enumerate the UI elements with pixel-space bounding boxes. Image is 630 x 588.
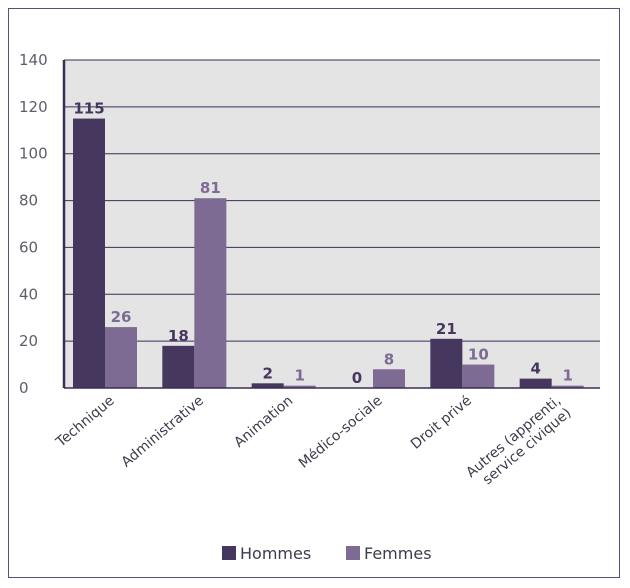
y-tick-label: 40 bbox=[19, 285, 38, 303]
x-tick-label-medico-sociale: Médico-sociale bbox=[296, 393, 386, 472]
x-tick-label-line: Technique bbox=[53, 393, 118, 451]
value-label-hommes-droit-prive: 21 bbox=[436, 320, 457, 338]
y-axis-ticks: 0 20 40 60 80 100 120 140 bbox=[19, 51, 48, 397]
bar-hommes-droit-prive bbox=[430, 338, 463, 388]
bar-femmes-droit-prive bbox=[462, 364, 495, 388]
y-tick-label: 60 bbox=[19, 238, 38, 256]
bar-femmes-technique bbox=[105, 327, 137, 388]
y-tick-label: 0 bbox=[19, 379, 29, 397]
category-labels: Technique Administrative Animation Médico-s… bbox=[53, 393, 575, 494]
y-tick-label: 20 bbox=[19, 332, 38, 350]
bar-femmes-medico-sociale bbox=[373, 369, 405, 388]
value-label-femmes-animation: 1 bbox=[294, 367, 304, 385]
x-tick-label-technique: Technique bbox=[53, 393, 118, 451]
value-label-femmes-droit-prive: 10 bbox=[468, 346, 489, 364]
bars bbox=[73, 118, 584, 389]
value-label-hommes-autres-apprenti-service-civique: 4 bbox=[530, 360, 540, 378]
bar-femmes-autres-apprenti-service-civique bbox=[551, 385, 584, 388]
bar-femmes-animation bbox=[283, 385, 316, 388]
gridlines bbox=[64, 59, 600, 342]
value-label-femmes-autres-apprenti-service-civique: 1 bbox=[562, 367, 572, 385]
legend-label-femmes: Femmes bbox=[364, 544, 432, 563]
bar-hommes-autres-apprenti-service-civique bbox=[519, 378, 552, 388]
y-tick-label: 140 bbox=[19, 51, 48, 69]
legend: Hommes Femmes bbox=[222, 544, 432, 563]
bar-hommes-technique bbox=[73, 118, 105, 389]
x-tick-label-animation: Animation bbox=[231, 393, 296, 451]
legend-swatch-hommes bbox=[222, 546, 236, 560]
value-label-hommes-administrative: 18 bbox=[168, 327, 189, 345]
x-tick-label-administrative: Administrative bbox=[119, 393, 207, 471]
bar-femmes-administrative bbox=[194, 198, 227, 388]
value-label-hommes-medico-sociale: 0 bbox=[352, 369, 362, 387]
x-tick-label-autres-apprenti-service-civique: Autres (apprenti,service civique) bbox=[463, 393, 574, 494]
value-label-hommes-animation: 2 bbox=[262, 364, 272, 382]
value-label-femmes-technique: 26 bbox=[111, 308, 132, 326]
y-tick-label: 120 bbox=[19, 98, 48, 116]
y-tick-label: 100 bbox=[19, 145, 48, 163]
legend-swatch-femmes bbox=[346, 546, 360, 560]
bar-hommes-administrative bbox=[162, 345, 195, 388]
value-label-hommes-technique: 115 bbox=[73, 100, 104, 118]
x-tick-label-line: Administrative bbox=[119, 393, 207, 471]
x-tick-label-line: Droit privé bbox=[408, 393, 475, 453]
x-tick-label-droit-prive: Droit privé bbox=[408, 393, 475, 453]
value-label-femmes-medico-sociale: 8 bbox=[384, 350, 394, 368]
legend-label-hommes: Hommes bbox=[240, 544, 311, 563]
y-tick-label: 80 bbox=[19, 192, 38, 210]
bar-hommes-animation bbox=[251, 383, 284, 388]
value-label-femmes-administrative: 81 bbox=[200, 179, 221, 197]
x-tick-label-line: Animation bbox=[231, 393, 296, 451]
plot-background bbox=[64, 60, 600, 388]
x-tick-label-line: Médico-sociale bbox=[296, 393, 386, 472]
